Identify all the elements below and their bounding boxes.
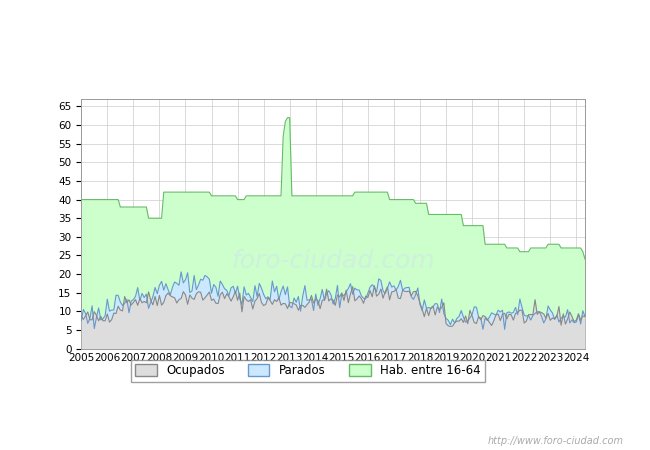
Legend: Ocupados, Parados, Hab. entre 16-64: Ocupados, Parados, Hab. entre 16-64 [131,360,486,382]
Text: http://www.foro-ciudad.com: http://www.foro-ciudad.com [488,436,624,446]
Text: foro-ciudad.com: foro-ciudad.com [231,249,435,273]
Text: Calmarza - Evolucion de la poblacion en edad de Trabajar Mayo de 2024: Calmarza - Evolucion de la poblacion en … [92,70,575,83]
